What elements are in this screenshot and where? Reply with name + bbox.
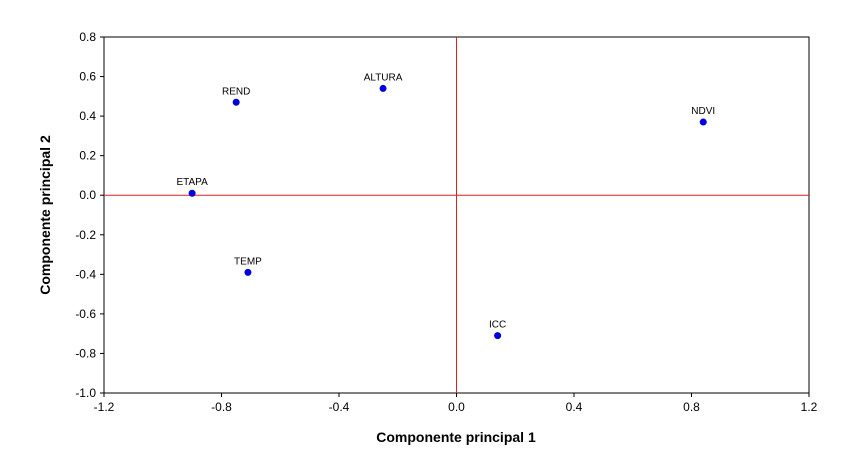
x-tick-label: -0.4 bbox=[329, 400, 350, 414]
y-tick-label: -1.0 bbox=[75, 386, 96, 400]
x-tick-label: -1.2 bbox=[94, 400, 115, 414]
x-axis-title: Componente principal 1 bbox=[376, 429, 536, 445]
data-point-altura bbox=[379, 84, 387, 92]
y-tick-label: -0.6 bbox=[75, 307, 96, 321]
reference-lines bbox=[104, 37, 809, 393]
data-point-etapa bbox=[188, 189, 196, 197]
y-tick-label: 0.8 bbox=[79, 30, 96, 44]
x-tick-label: 0.8 bbox=[683, 400, 700, 414]
data-point-label-ndvi: NDVI bbox=[691, 106, 715, 117]
data-point-label-rend: REND bbox=[222, 86, 250, 97]
y-tick-label: -0.2 bbox=[75, 228, 96, 242]
data-point-rend bbox=[232, 98, 240, 106]
x-tick-label: 0.4 bbox=[566, 400, 583, 414]
x-tick-label: 0.0 bbox=[448, 400, 465, 414]
y-axis-title: Componente principal 2 bbox=[37, 135, 53, 295]
data-points: REND ALTURA NDVI ETAPA TEMP ICC bbox=[176, 72, 715, 340]
data-point-label-etapa: ETAPA bbox=[176, 177, 208, 188]
data-point-label-altura: ALTURA bbox=[364, 72, 403, 83]
x-tick-label: 1.2 bbox=[801, 400, 818, 414]
data-point-label-icc: ICC bbox=[489, 320, 506, 331]
y-tick-label: 0.6 bbox=[79, 70, 96, 84]
y-tick-label: 0.2 bbox=[79, 149, 96, 163]
y-tick-label: -0.8 bbox=[75, 346, 96, 360]
data-point-ndvi bbox=[699, 118, 707, 126]
x-tick-label: -0.8 bbox=[211, 400, 232, 414]
data-point-label-temp: TEMP bbox=[234, 256, 262, 267]
y-tick-label: 0.4 bbox=[79, 109, 96, 123]
data-point-temp bbox=[244, 268, 252, 276]
y-axis-ticks: 0.8 0.6 0.4 0.2 0.0 -0.2 -0.4 -0.6 -0.8 -1.0 bbox=[75, 30, 104, 400]
x-axis-ticks: -1.2 -0.8 -0.4 0.0 0.4 0.8 1.2 bbox=[94, 393, 818, 414]
y-tick-label: 0.0 bbox=[79, 188, 96, 202]
y-tick-label: -0.4 bbox=[75, 267, 96, 281]
data-point-icc bbox=[494, 332, 502, 340]
